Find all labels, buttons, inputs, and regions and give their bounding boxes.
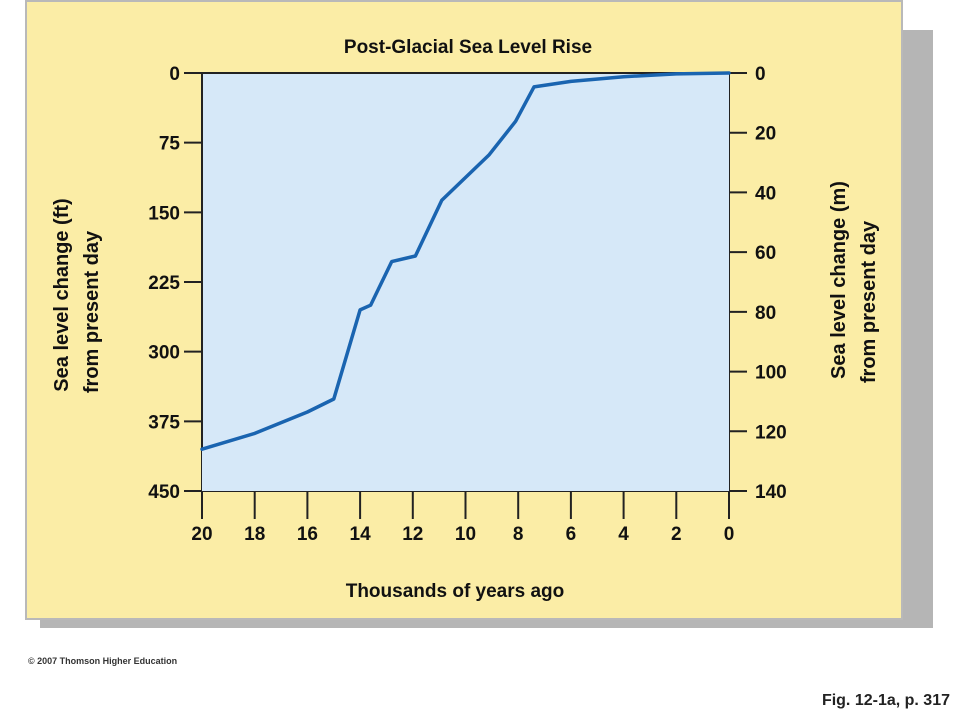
x-tick-label: 2 — [671, 524, 682, 545]
y-right-tick-label: 100 — [755, 363, 787, 384]
tick-marks — [184, 72, 747, 519]
x-tick-label: 0 — [724, 524, 735, 545]
y-left-axis-label-line2: from present day — [81, 230, 103, 393]
y-right-tick-label: 120 — [755, 422, 787, 443]
y-right-tick-label: 80 — [755, 303, 776, 324]
copyright-text: © 2007 Thomson Higher Education — [28, 656, 178, 666]
y-right-axis-label-line2: from present day — [858, 220, 880, 383]
x-tick-label: 6 — [566, 524, 577, 545]
y-left-tick-label: 450 — [148, 482, 180, 503]
x-tick-label: 8 — [513, 524, 524, 545]
x-tick-label: 16 — [297, 524, 318, 545]
x-tick-label: 12 — [402, 524, 423, 545]
tick-labels: 20 18 16 14 12 10 8 6 4 2 007515022530037545002040… — [148, 64, 786, 545]
y-left-axis-label-line1: Sea level change (ft) — [51, 198, 73, 391]
x-axis-label: Thousands of years ago — [346, 581, 565, 602]
y-right-axis-label-line1: Sea level change (m) — [828, 181, 850, 379]
area-fill — [202, 73, 729, 491]
x-tick-label: 18 — [244, 524, 265, 545]
x-tick-label: 4 — [618, 524, 629, 545]
y-left-tick-label: 75 — [159, 134, 181, 155]
y-left-tick-label: 225 — [148, 273, 180, 294]
y-left-tick-label: 375 — [148, 412, 180, 433]
y-left-tick-label: 150 — [148, 203, 180, 224]
y-right-tick-label: 20 — [755, 124, 776, 145]
chart-title: Post-Glacial Sea Level Rise — [344, 37, 592, 58]
y-left-tick-label: 0 — [169, 64, 180, 85]
y-right-tick-label: 60 — [755, 243, 776, 264]
y-right-tick-label: 0 — [755, 64, 766, 85]
x-tick-label: 20 — [191, 524, 212, 545]
y-right-tick-label: 40 — [755, 183, 776, 204]
figure-reference: Fig. 12-1a, p. 317 — [821, 692, 950, 709]
x-tick-label: 14 — [350, 524, 372, 545]
sea-level-line — [200, 71, 731, 451]
x-tick-label: 10 — [455, 524, 476, 545]
y-left-tick-label: 300 — [148, 343, 180, 364]
y-right-tick-label: 140 — [755, 482, 787, 503]
